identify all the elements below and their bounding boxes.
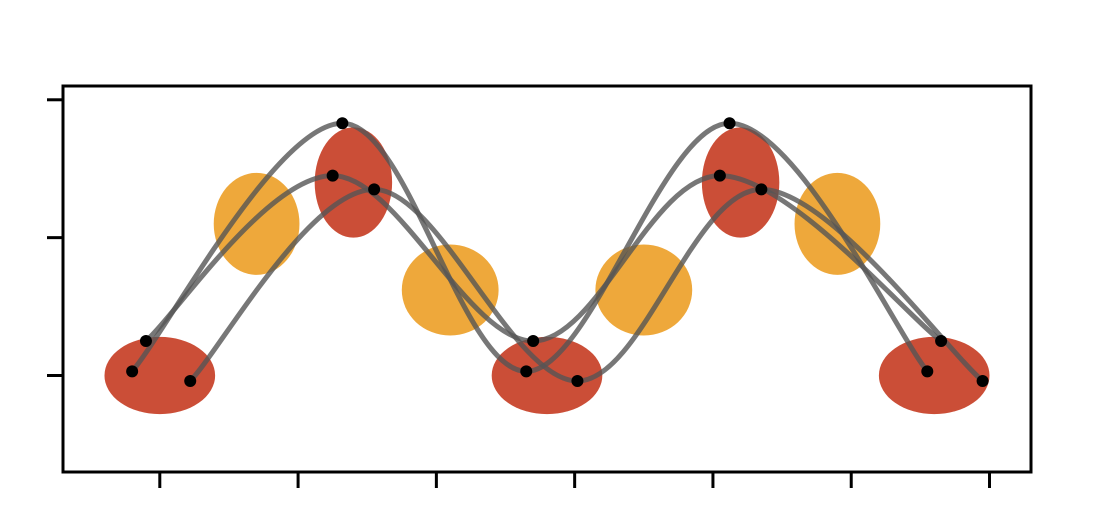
- red-region-1: [104, 336, 216, 415]
- plot-frame: [61, 84, 1033, 474]
- waypoint-3-2: [368, 183, 381, 196]
- waypoint-1-3: [520, 365, 533, 378]
- waypoint-3-3: [571, 375, 584, 388]
- waypoint-1-1: [126, 365, 139, 378]
- red-region-5: [878, 336, 990, 415]
- ticks-layer: [47, 98, 992, 488]
- waypoint-2-1: [139, 335, 152, 348]
- waypoint-2-5: [935, 335, 948, 348]
- points-layer: [126, 117, 989, 388]
- waypoint-1-4: [723, 117, 736, 130]
- waypoint-1-5: [921, 365, 934, 378]
- waypoint-3-5: [976, 375, 989, 388]
- orange-region-2: [401, 244, 499, 336]
- red-region-3: [491, 336, 603, 415]
- waypoint-1-2: [336, 117, 349, 130]
- waypoint-2-4: [713, 169, 726, 182]
- waypoint-2-3: [527, 335, 540, 348]
- waypoint-3-1: [184, 375, 197, 388]
- waypoint-3-4: [755, 183, 768, 196]
- waypoint-2-2: [326, 169, 339, 182]
